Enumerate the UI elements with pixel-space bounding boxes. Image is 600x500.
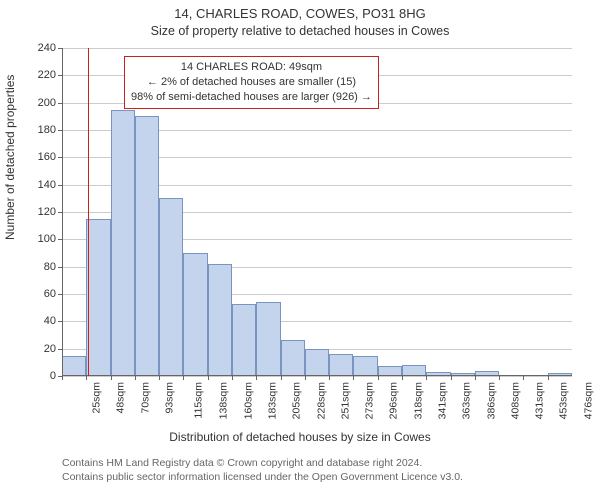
x-tick-mark [232,376,233,380]
y-tick-label: 180 [38,124,56,136]
histogram-bar [353,356,377,377]
x-tick-mark [499,376,500,380]
x-tick-label: 341sqm [436,382,448,419]
x-axis-line [62,375,572,376]
footer: Contains HM Land Registry data © Crown c… [62,456,463,484]
x-tick-label: 70sqm [139,382,151,414]
x-tick-label: 386sqm [485,382,497,419]
histogram-bar [159,198,183,376]
x-tick-mark [159,376,160,380]
histogram-bar [183,253,207,376]
chart-container: 14, CHARLES ROAD, COWES, PO31 8HG Size o… [0,0,600,500]
y-tick-label: 60 [44,288,56,300]
histogram-bar [281,340,305,376]
x-tick-mark [523,376,524,380]
x-tick-label: 160sqm [242,382,254,419]
x-tick-mark [329,376,330,380]
y-tick-label: 240 [38,42,56,54]
plot-area: 02040608010012014016018020022024025sqm48… [62,48,572,376]
x-tick-label: 183sqm [266,382,278,419]
x-tick-mark [426,376,427,380]
x-tick-label: 138sqm [218,382,230,419]
y-tick-label: 220 [38,69,56,81]
x-tick-label: 431sqm [534,382,546,419]
histogram-bar [135,116,159,376]
x-tick-mark [111,376,112,380]
x-axis-label: Distribution of detached houses by size … [0,430,600,444]
y-tick-label: 160 [38,151,56,163]
histogram-bar [86,219,110,376]
y-tick-label: 100 [38,233,56,245]
footer-line-2: Contains public sector information licen… [62,470,463,484]
x-tick-label: 25sqm [91,382,103,414]
y-tick-label: 20 [44,343,56,355]
y-tick-label: 0 [50,370,56,382]
annotation-line: 98% of semi-detached houses are larger (… [131,90,372,105]
x-tick-label: 476sqm [582,382,594,419]
histogram-bar [305,349,329,376]
x-tick-mark [378,376,379,380]
x-tick-label: 251sqm [339,382,351,419]
chart-title: 14, CHARLES ROAD, COWES, PO31 8HG [0,6,600,21]
x-tick-mark [475,376,476,380]
x-tick-mark [86,376,87,380]
x-tick-label: 228sqm [315,382,327,419]
x-tick-label: 115sqm [193,382,205,419]
x-tick-label: 408sqm [509,382,521,419]
x-tick-mark [135,376,136,380]
x-tick-mark [548,376,549,380]
histogram-bar [256,302,280,376]
gridline [62,376,572,377]
histogram-bar [111,110,135,377]
histogram-bar [208,264,232,376]
y-tick-label: 200 [38,97,56,109]
histogram-bar [329,354,353,376]
x-tick-label: 318sqm [412,382,424,419]
x-tick-label: 93sqm [163,382,175,414]
x-tick-label: 48sqm [115,382,127,414]
x-tick-mark [305,376,306,380]
x-tick-label: 296sqm [388,382,400,419]
gridline [62,48,572,49]
x-tick-label: 205sqm [291,382,303,419]
x-tick-mark [208,376,209,380]
x-tick-label: 453sqm [558,382,570,419]
x-tick-label: 363sqm [461,382,473,419]
y-axis-label: Number of detached properties [3,75,17,240]
marker-line [88,48,90,376]
x-tick-mark [402,376,403,380]
x-tick-mark [451,376,452,380]
y-tick-label: 120 [38,206,56,218]
chart-subtitle: Size of property relative to detached ho… [0,24,600,38]
x-tick-mark [62,376,63,380]
footer-line-1: Contains HM Land Registry data © Crown c… [62,456,463,470]
histogram-bar [232,304,256,376]
annotation-line: 14 CHARLES ROAD: 49sqm [131,60,372,75]
x-tick-mark [183,376,184,380]
annotation-box: 14 CHARLES ROAD: 49sqm← 2% of detached h… [124,56,379,109]
y-tick-label: 40 [44,315,56,327]
histogram-bar [62,356,86,377]
x-tick-mark [353,376,354,380]
x-tick-mark [281,376,282,380]
y-tick-label: 80 [44,261,56,273]
annotation-line: ← 2% of detached houses are smaller (15) [131,75,372,90]
x-tick-mark [256,376,257,380]
x-tick-label: 273sqm [364,382,376,419]
y-tick-label: 140 [38,179,56,191]
y-axis-line [62,48,63,376]
